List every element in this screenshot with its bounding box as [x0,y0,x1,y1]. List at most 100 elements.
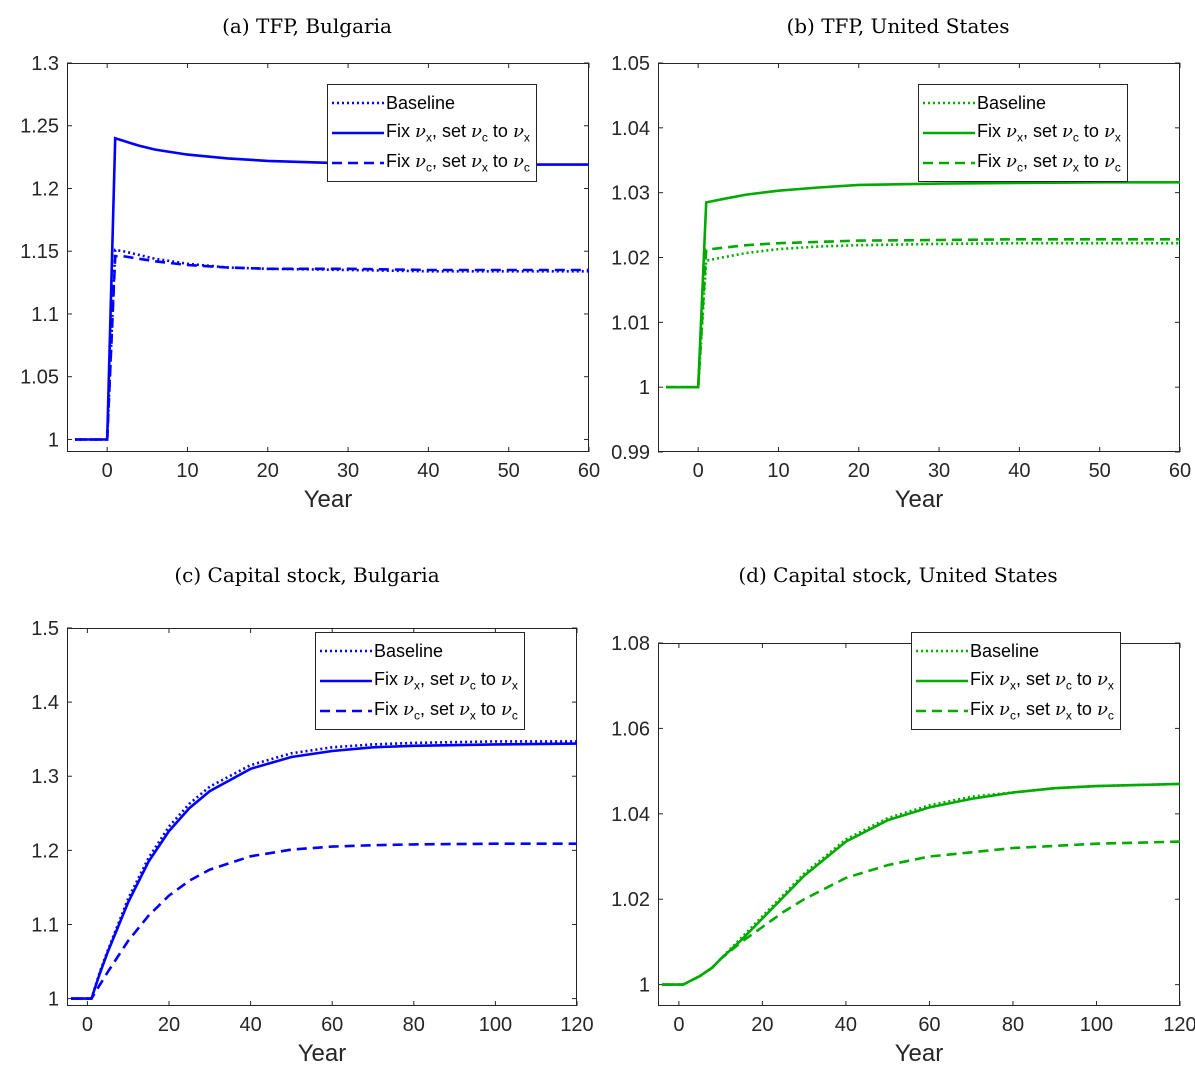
legend-swatch [332,131,384,135]
legend-swatch [320,679,372,683]
y-tick-label: 1.3 [31,53,59,75]
series-line-solid [71,742,577,1000]
x-tick-label: 20 [848,460,870,482]
legend: Baseline Fix νx, set νc to νx Fix νc, set … [327,84,537,182]
y-tick-label: 1.3 [31,766,59,788]
y-tick-label: 1.1 [31,914,59,936]
x-tick-label: 100 [479,1014,512,1036]
x-tick-label: 80 [1002,1014,1024,1036]
x-tick-label: 80 [403,1014,425,1036]
y-tick-label: 1 [639,377,650,399]
x-tick-label: 60 [1169,460,1191,482]
y-tick-label: 1.05 [20,367,59,389]
y-tick-label: 0.99 [611,442,650,464]
y-tick-label: 1.1 [31,304,59,326]
x-tick-label: 40 [417,460,439,482]
x-tick-label: 60 [321,1014,343,1036]
legend-swatch [923,161,975,165]
x-axis-label: Year [895,1040,944,1067]
y-tick-label: 1.04 [611,804,650,826]
legend-label: Fix νx, set νc to νx [386,121,530,145]
x-tick-label: 30 [928,460,950,482]
x-tick-label: 120 [560,1014,593,1036]
x-tick-label: 20 [751,1014,773,1036]
x-tick-label: 0 [693,460,704,482]
x-tick-label: 120 [1163,1014,1195,1036]
legend-label: Fix νc, set νx to νc [386,151,530,175]
series-line-solid [666,181,1180,389]
y-tick-label: 1 [639,975,650,997]
legend-swatch [332,101,384,105]
x-tick-label: 60 [918,1014,940,1036]
series-line-dotted [662,782,1180,986]
y-tick-label: 1 [48,989,59,1011]
y-tick-label: 1.03 [611,183,650,205]
legend-swatch [916,649,968,653]
x-axis-label: Year [304,486,353,513]
x-axis-label: Year [895,486,944,513]
legend-swatch [320,709,372,713]
legend-entry: Baseline [332,88,530,118]
y-tick-label: 1.15 [20,241,59,263]
y-tick-label: 1.4 [31,692,59,714]
x-tick-label: 20 [158,1014,180,1036]
y-tick-label: 1.08 [611,633,650,655]
legend-swatch [923,131,975,135]
y-tick-label: 1.25 [20,116,59,138]
series-line-dotted [666,241,1180,389]
x-tick-label: 0 [102,460,113,482]
legend-label: Baseline [977,92,1047,113]
series-line-dashed [71,842,577,1000]
legend-swatch [320,649,372,653]
series-line-dashed [662,840,1180,986]
x-tick-label: 0 [82,1014,93,1036]
y-tick-label: 1 [48,429,59,451]
legend-entry: Fix νx, set νc to νx [923,118,1121,148]
legend-entry: Fix νc, set νx to νc [332,148,530,178]
legend-entry: Fix νx, set νc to νx [332,118,530,148]
series-line-solid [662,782,1180,986]
legend-swatch [332,161,384,165]
legend-entry: Baseline [923,88,1121,118]
chart-title: (b) TFP, United States [786,14,1010,38]
legend-label: Baseline [386,92,456,113]
y-tick-label: 1.05 [611,53,650,75]
legend-label: Baseline [374,640,444,661]
legend-label: Baseline [970,640,1040,661]
y-tick-label: 1.2 [31,840,59,862]
legend-entry: Fix νc, set νx to νc [320,696,518,726]
legend-swatch [916,709,968,713]
x-tick-label: 10 [176,460,198,482]
legend: Baseline Fix νx, set νc to νx Fix νc, set … [918,84,1128,182]
legend-swatch [916,679,968,683]
y-tick-label: 1.2 [31,178,59,200]
legend-entry: Baseline [916,636,1114,666]
legend-label: Fix νc, set νx to νc [970,699,1114,723]
x-tick-label: 40 [239,1014,261,1036]
x-tick-label: 100 [1080,1014,1113,1036]
chart-title: (c) Capital stock, Bulgaria [174,563,440,587]
y-tick-label: 1.01 [611,312,650,334]
series-line-dashed [75,254,589,441]
legend-label: Fix νx, set νc to νx [977,121,1121,145]
x-tick-label: 50 [1089,460,1111,482]
legend: Baseline Fix νx, set νc to νx Fix νc, set … [315,632,525,730]
x-tick-label: 60 [578,460,600,482]
y-tick-label: 1.06 [611,718,650,740]
legend-label: Fix νx, set νc to νx [970,669,1114,693]
legend-swatch [923,101,975,105]
legend-entry: Fix νx, set νc to νx [320,666,518,696]
x-tick-label: 30 [337,460,359,482]
y-tick-label: 1.02 [611,248,650,270]
y-tick-label: 1.02 [611,889,650,911]
chart-title: (d) Capital stock, United States [738,563,1058,587]
chart-title: (a) TFP, Bulgaria [222,14,392,38]
legend-entry: Fix νc, set νx to νc [916,696,1114,726]
legend-label: Fix νx, set νc to νx [374,669,518,693]
x-tick-label: 10 [767,460,789,482]
legend-label: Fix νc, set νx to νc [374,699,518,723]
